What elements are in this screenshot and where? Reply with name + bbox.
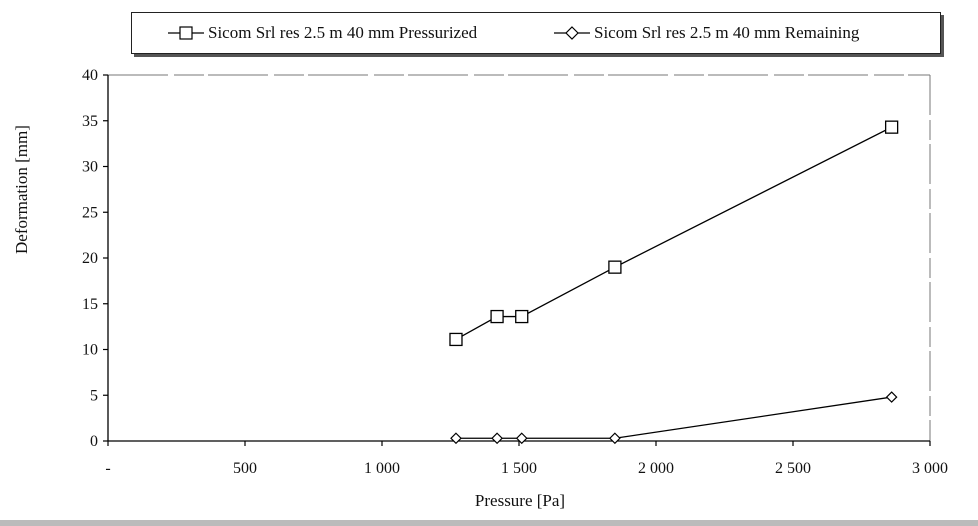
x-tick-label: 2 500 <box>775 460 811 477</box>
y-tick-label: 25 <box>82 204 98 221</box>
y-tick-label: 5 <box>90 387 98 404</box>
x-tick-label: 1 500 <box>501 460 537 477</box>
y-tick-label: 35 <box>82 113 98 130</box>
square-point <box>608 260 622 274</box>
y-axis-label: Deformation [mm] <box>12 125 31 254</box>
diamond-point <box>885 391 898 403</box>
y-tick-label: 15 <box>82 296 98 313</box>
x-tick-label: 3 000 <box>912 460 948 477</box>
diamond-marker-icon <box>554 26 590 40</box>
legend: Sicom Srl res 2.5 m 40 mm Pressurized Si… <box>131 12 941 54</box>
square-point <box>490 309 504 324</box>
frame-shadow <box>0 520 978 526</box>
x-tick-label: - <box>105 460 110 477</box>
y-tick-label: 30 <box>82 159 98 176</box>
series-line-2 <box>455 396 892 439</box>
diamond-point <box>515 432 528 445</box>
x-tick-label: 2 000 <box>638 460 674 477</box>
tick-labels: 0 5 10 15 20 25 30 35 40 - 500 1 000 1 500 2 000 2 500… <box>82 67 948 477</box>
y-tick-label: 20 <box>82 250 98 267</box>
diamond-point <box>609 432 621 445</box>
x-tick-label: 500 <box>233 460 257 477</box>
diamond-point <box>450 432 462 445</box>
square-point <box>884 120 899 134</box>
x-axis-label: Pressure [Pa] <box>474 491 566 510</box>
y-tick-label: 10 <box>82 342 98 359</box>
legend-label-remaining: Sicom Srl res 2.5 m 40 mm Remaining <box>594 23 860 42</box>
series-line-1 <box>455 126 892 341</box>
square-point <box>449 332 463 347</box>
square-marker-icon <box>168 26 204 40</box>
square-point <box>515 309 529 324</box>
x-tick-label: 1 000 <box>364 460 400 477</box>
series-group <box>449 120 899 445</box>
legend-label-pressurized: Sicom Srl res 2.5 m 40 mm Pressurized <box>208 23 478 42</box>
y-tick-label: 40 <box>82 67 98 84</box>
y-tick-label: 0 <box>90 433 98 450</box>
diamond-point <box>491 432 503 445</box>
axes <box>103 74 931 446</box>
